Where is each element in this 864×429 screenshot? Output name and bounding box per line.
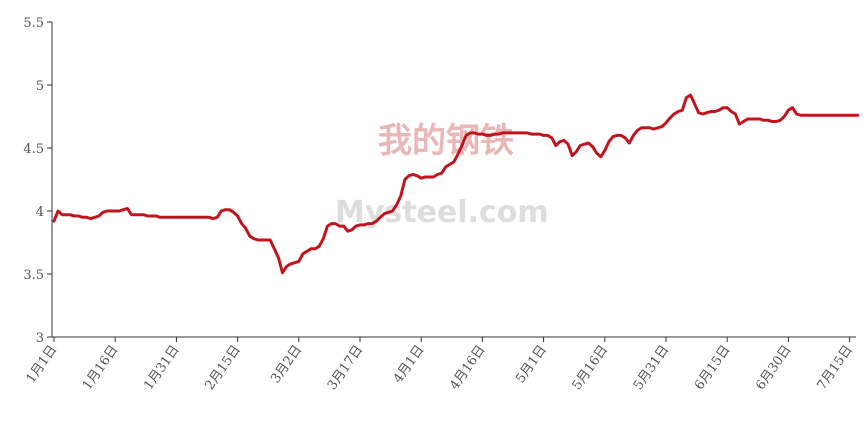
y-tick-label: 4.5: [23, 142, 44, 157]
x-axis: 1月1日 1月16日 1月31日 2月15日 3月2日 3月17日 4月1日 4月16日 5月1…: [24, 336, 856, 393]
series-line-0: [52, 93, 860, 275]
y-tick-label: 4: [36, 205, 44, 220]
x-tick-label: 1月31日: [141, 343, 182, 393]
x-tick-label: 6月30日: [753, 343, 794, 393]
watermark-logo-cn: 我的钢铁: [378, 121, 514, 161]
y-tick-label: 3.5: [23, 268, 44, 283]
x-tick-label: 6月15日: [692, 343, 733, 393]
x-tick-label: 5月1日: [513, 343, 550, 386]
x-tick-label: 1月1日: [24, 343, 61, 386]
watermark: 我的钢铁 Mysteel.com: [335, 121, 549, 230]
y-tick-label: 3: [36, 331, 44, 346]
x-tick-label: 2月15日: [202, 343, 243, 393]
x-tick-label: 3月2日: [268, 343, 305, 386]
y-axis: 3 3.5 4 4.5 5 5.5: [23, 16, 53, 346]
x-tick-label: 7月15日: [814, 343, 855, 393]
x-tick-label: 3月17日: [325, 343, 366, 393]
y-tick-label: 5: [36, 79, 44, 94]
x-tick-label: 4月16日: [447, 343, 488, 393]
series-layer: [52, 93, 860, 275]
x-tick-label: 1月16日: [80, 343, 121, 393]
x-tick-label: 5月31日: [631, 343, 672, 393]
x-tick-label: 4月1日: [391, 343, 428, 386]
y-tick-label: 5.5: [23, 16, 44, 31]
x-tick-label: 5月16日: [570, 343, 611, 393]
